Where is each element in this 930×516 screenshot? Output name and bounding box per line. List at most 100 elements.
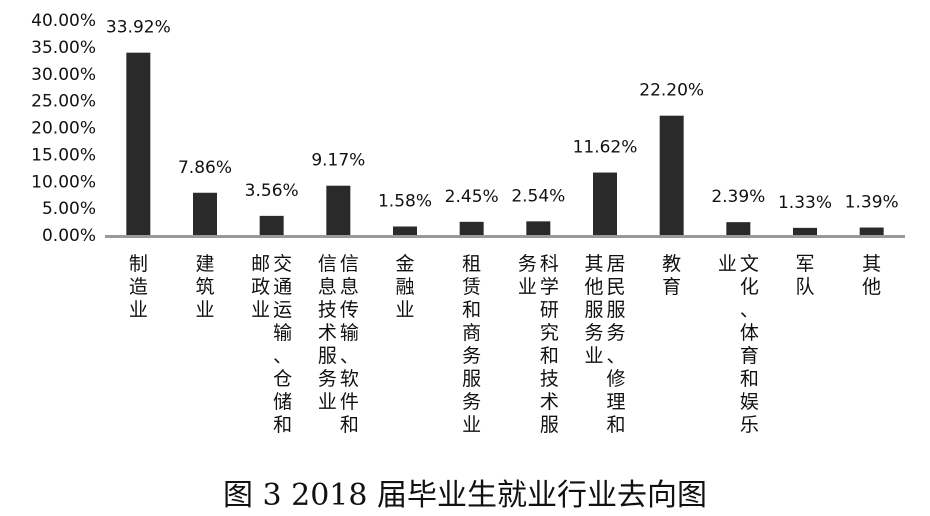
category-label-char: 业 — [195, 299, 214, 321]
data-label: 7.86% — [178, 158, 232, 178]
category-label-char: 学 — [540, 276, 559, 298]
category-label-char: 业 — [584, 345, 603, 367]
bar — [593, 172, 617, 235]
category-label-char: 造 — [129, 276, 148, 298]
category-label-char: 务 — [606, 322, 625, 344]
data-label: 3.56% — [245, 181, 299, 201]
category-label-char: 娱 — [740, 391, 759, 413]
y-tick-label: 5.00% — [42, 199, 96, 219]
category-label-char: 究 — [540, 322, 559, 344]
category-label-char: 信 — [340, 253, 359, 275]
category-label-char: 育 — [662, 276, 681, 298]
bar — [793, 227, 817, 235]
category-label-char: 服 — [540, 414, 559, 436]
category-label-char: 和 — [340, 414, 359, 436]
bars — [126, 52, 884, 236]
category-labels: 制造业建筑业交通运输、仓储和邮政业信息传输、软件和信息技术服务业金融业租赁和商务… — [129, 253, 881, 436]
category-label-char: 和 — [540, 345, 559, 367]
category-label-char: 体 — [740, 322, 759, 344]
data-label: 2.54% — [511, 186, 565, 206]
category-label-char: 科 — [540, 253, 559, 275]
category-label-char: 商 — [462, 322, 481, 344]
category-label-char: 业 — [318, 391, 337, 413]
data-labels: 33.92% 7.86% 3.56% 9.17% 1.58% 2.45% 2.54% 11.6… — [106, 18, 899, 213]
category-label-char: 交 — [273, 253, 292, 275]
category-label: 金融业 — [395, 253, 414, 321]
category-label-char: 他 — [584, 276, 603, 298]
category-label-char: 务 — [462, 391, 481, 413]
category-label-char: 务 — [318, 368, 337, 390]
category-label-char: 化 — [740, 276, 759, 298]
bar — [859, 227, 884, 235]
category-label-char: 乐 — [740, 414, 759, 436]
category-label-char: 、 — [740, 299, 759, 321]
category-label-char: 队 — [795, 276, 814, 298]
category-label-char: 务 — [584, 322, 603, 344]
category-label-char: 其 — [862, 253, 881, 275]
category-label-char: 赁 — [462, 276, 481, 298]
category-label-char: 文 — [740, 253, 759, 275]
bar — [726, 222, 751, 235]
category-label-char: 业 — [129, 299, 148, 321]
category-label-char: 运 — [273, 299, 292, 321]
category-label: 军队 — [795, 253, 814, 298]
bar — [193, 192, 217, 235]
category-label-char: 服 — [584, 299, 603, 321]
category-label-char: 居 — [606, 253, 625, 275]
category-label-char: 政 — [251, 276, 270, 298]
category-label-char: 务 — [518, 253, 537, 275]
category-label-char: 术 — [318, 322, 337, 344]
y-tick-label: 0.00% — [42, 226, 96, 246]
category-label-char: 息 — [340, 276, 359, 298]
category-label-char: 融 — [395, 276, 414, 298]
data-label: 11.62% — [573, 138, 638, 158]
category-label-char: 和 — [740, 368, 759, 390]
category-label-char: 、 — [606, 345, 625, 367]
category-label-char: 业 — [395, 299, 414, 321]
category-label-char: 信 — [318, 253, 337, 275]
category-label-char: 、 — [273, 345, 292, 367]
category-label-char: 输 — [340, 322, 359, 344]
category-label-char: 服 — [318, 345, 337, 367]
category-label: 制造业 — [129, 253, 148, 321]
category-label-char: 仓 — [273, 368, 292, 390]
data-label: 1.58% — [378, 192, 432, 212]
y-tick-label: 15.00% — [31, 145, 96, 165]
data-label: 1.33% — [778, 193, 832, 213]
category-label-char: 制 — [129, 253, 148, 275]
category-label-char: 业 — [462, 414, 481, 436]
category-label: 教育 — [662, 253, 681, 298]
bar — [326, 185, 351, 235]
figure-caption: 图 3 2018 届毕业生就业行业去向图 — [222, 478, 708, 513]
category-label-char: 理 — [606, 391, 625, 413]
category-label-char: 技 — [540, 368, 559, 390]
category-label-char: 件 — [340, 391, 359, 413]
y-axis-ticks: 0.00% 5.00% 10.00% 15.00% 20.00% 25.00% 30.00%… — [31, 11, 96, 246]
category-label-char: 传 — [340, 299, 359, 321]
bar — [393, 226, 417, 235]
bar — [459, 221, 484, 235]
category-label: 建筑业 — [195, 253, 214, 321]
bar-chart: 0.00% 5.00% 10.00% 15.00% 20.00% 25.00% 30.00%… — [31, 11, 905, 436]
category-label-char: 其 — [584, 253, 603, 275]
category-label: 其他 — [862, 253, 881, 298]
bar — [526, 221, 551, 235]
y-tick-label: 20.00% — [31, 119, 96, 139]
bar — [259, 215, 284, 235]
category-label-char: 软 — [340, 368, 359, 390]
category-label-char: 民 — [606, 276, 625, 298]
category-label-char: 输 — [273, 322, 292, 344]
y-tick-label: 40.00% — [31, 11, 96, 31]
category-label-char: 和 — [462, 299, 481, 321]
category-label-char: 邮 — [251, 253, 270, 275]
category-label-char: 军 — [795, 253, 814, 275]
data-label: 9.17% — [311, 151, 365, 171]
y-tick-label: 10.00% — [31, 172, 96, 192]
y-tick-label: 30.00% — [31, 65, 96, 85]
category-label-char: 业 — [718, 253, 737, 275]
category-label-char: 务 — [462, 345, 481, 367]
y-tick-label: 35.00% — [31, 38, 96, 58]
category-label-char: 他 — [862, 276, 881, 298]
